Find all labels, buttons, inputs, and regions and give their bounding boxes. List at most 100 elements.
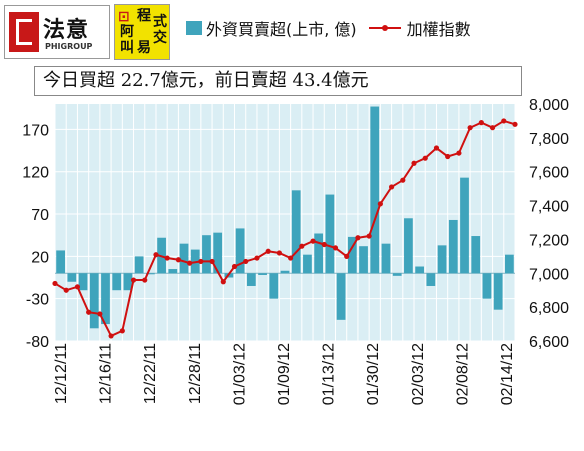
bar <box>381 243 391 274</box>
right-tick-label: 8,000 <box>529 97 569 114</box>
line-point <box>243 258 249 265</box>
bar <box>303 254 312 274</box>
line-point <box>198 258 204 265</box>
line-point <box>467 125 473 131</box>
line-point <box>52 280 58 287</box>
left-tick-label: -80 <box>26 334 49 351</box>
bar <box>168 269 178 274</box>
line-point <box>220 279 226 285</box>
plot-area <box>55 104 515 341</box>
bar <box>370 106 380 274</box>
line-point <box>321 241 327 248</box>
line-point <box>377 201 383 207</box>
line-point <box>456 150 462 156</box>
chart-legend: 外資買賣超(上市, 億) 加權指數 <box>186 16 471 40</box>
bar <box>314 233 324 274</box>
right-tick-label: 7,000 <box>529 266 569 283</box>
bar <box>471 236 481 274</box>
bar <box>392 273 402 276</box>
line-point <box>400 177 406 183</box>
bar <box>336 273 346 320</box>
left-tick-label: 120 <box>22 165 49 182</box>
line-point <box>265 248 271 254</box>
line-point <box>164 255 170 261</box>
bar <box>460 177 469 274</box>
legend-line-label: 加權指數 <box>406 20 471 39</box>
line-point <box>276 250 282 256</box>
line-point <box>254 255 260 261</box>
bar <box>426 273 436 286</box>
bar <box>213 232 223 274</box>
line-point <box>130 277 137 283</box>
x-tick-label: 12/16/11 <box>98 343 115 404</box>
program-trading-logo-icon: ⊡ <box>118 9 130 25</box>
right-tick-label: 7,400 <box>529 199 569 216</box>
line-point <box>175 257 182 263</box>
right-tick-label: 6,600 <box>529 334 569 351</box>
x-tick-label: 01/13/12 <box>321 343 338 405</box>
line-point <box>209 258 215 265</box>
bar <box>202 235 211 274</box>
right-tick-label: 7,800 <box>529 131 569 148</box>
bar <box>101 273 110 325</box>
right-tick-label: 7,600 <box>529 165 569 182</box>
bar <box>145 273 155 275</box>
left-tick-label: 170 <box>22 122 49 139</box>
line-point <box>355 235 361 241</box>
phigroup-logo: 法意 PHIGROUP <box>4 5 110 59</box>
program-trading-logo: ⊡ 阿 程 式 叫 交 易 <box>114 4 170 60</box>
line-point <box>299 243 305 249</box>
x-tick-label: 12/22/11 <box>142 343 159 404</box>
bar <box>258 273 267 275</box>
logo-char-3: 式 <box>153 14 167 30</box>
bar <box>134 256 144 274</box>
bar <box>67 273 77 282</box>
line-point <box>411 160 417 166</box>
bar <box>89 273 99 329</box>
bar <box>291 190 301 274</box>
right-tick-label: 6,800 <box>529 300 569 317</box>
bar <box>493 273 503 310</box>
line-point <box>86 309 92 315</box>
line-point <box>501 118 507 124</box>
logo-char-5: 交 <box>153 30 167 46</box>
x-tick-label: 12/28/11 <box>187 343 204 404</box>
line-point <box>445 153 451 160</box>
line-point <box>310 238 316 244</box>
chart-subtitle: 今日買超 22.7億元，前日賣超 43.4億元 <box>34 66 522 96</box>
left-tick-label: -30 <box>26 292 49 309</box>
x-tick-label: 02/08/12 <box>454 343 471 405</box>
bar <box>123 273 133 291</box>
x-tick-label: 01/03/12 <box>231 343 248 405</box>
line-point <box>366 233 372 239</box>
bar <box>269 273 279 299</box>
legend-bar-swatch <box>186 21 202 35</box>
bar <box>246 273 256 286</box>
line-point <box>388 184 395 190</box>
bar <box>437 245 447 274</box>
logo-char-2: 程 <box>137 8 151 24</box>
line-point <box>512 121 518 127</box>
phigroup-logo-mark-icon <box>9 12 39 52</box>
bar <box>112 273 122 291</box>
bar <box>325 194 335 274</box>
line-point <box>187 260 193 266</box>
line-point <box>74 284 81 290</box>
logo-char-4: 叫 <box>120 40 134 56</box>
bar <box>179 243 189 274</box>
bar <box>415 266 425 274</box>
x-tick-label: 02/03/12 <box>410 343 427 405</box>
left-tick-label: 20 <box>31 249 49 266</box>
logo-char-6: 易 <box>137 40 151 56</box>
bar <box>78 273 88 291</box>
line-point <box>288 255 294 261</box>
bar <box>448 219 458 274</box>
line-point <box>153 252 159 258</box>
line-point <box>97 311 103 317</box>
bar <box>347 236 357 274</box>
legend-line-swatch <box>368 21 401 35</box>
line-point <box>63 287 69 293</box>
line-point <box>489 125 496 131</box>
phigroup-logo-name: 法意 <box>43 18 90 43</box>
line-point <box>142 277 148 283</box>
